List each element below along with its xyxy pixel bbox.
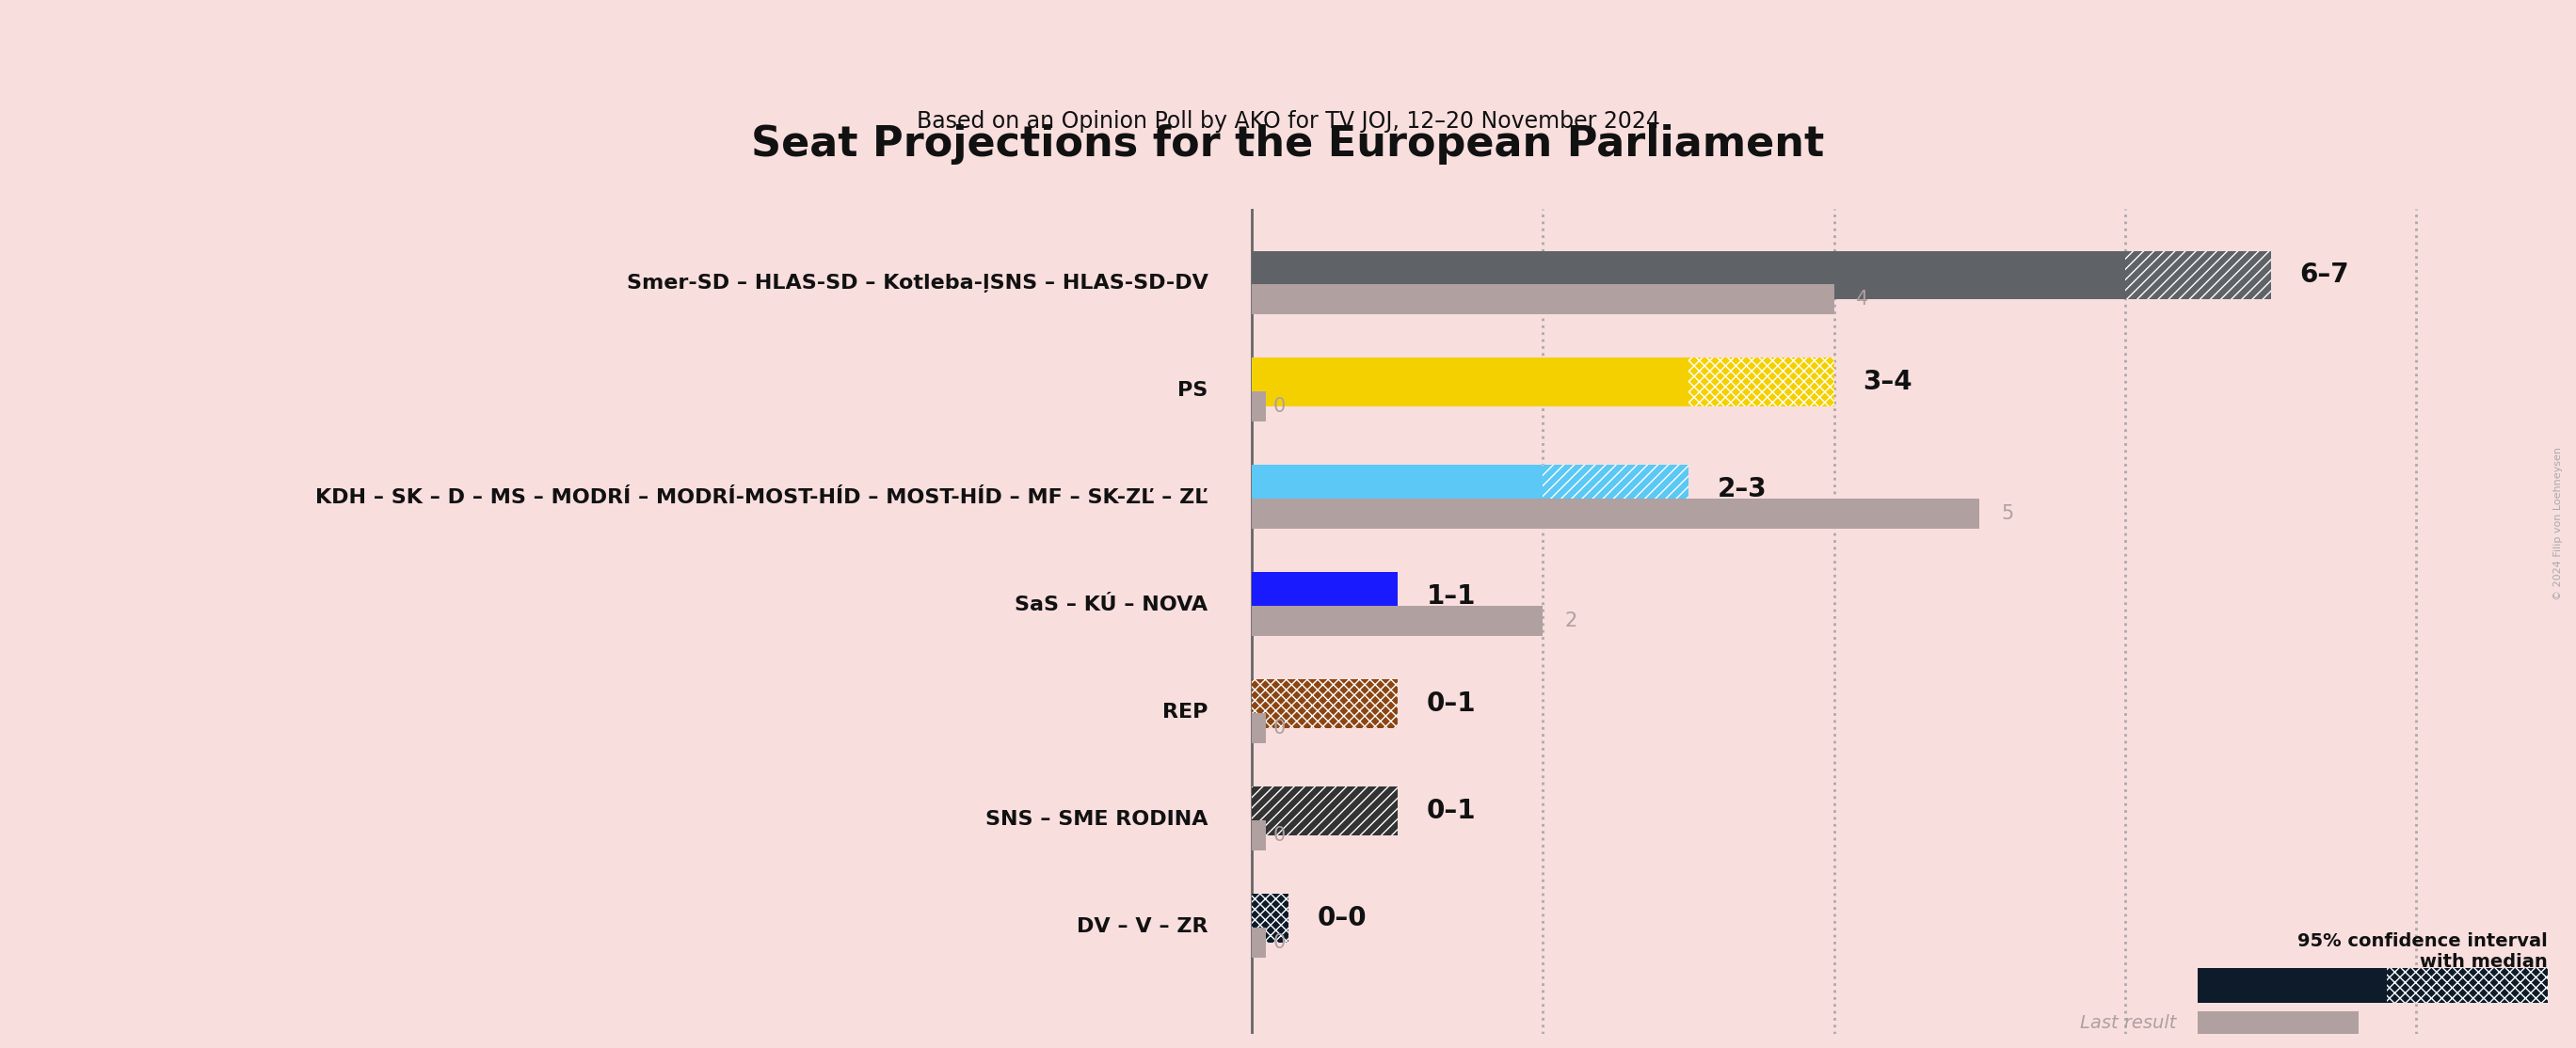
Text: 0–0: 0–0 [1316,904,1368,932]
Text: 2: 2 [1564,612,1577,631]
Bar [1687,358,1834,407]
Text: 0–1: 0–1 [1427,691,1476,717]
Text: 5: 5 [2002,504,2014,523]
Text: 6–7: 6–7 [2300,262,2349,288]
Text: KDH – SK – D – MS – MODRÍ – MODRÍ-MOST-HÍD – MOST-HÍD – MF – SK-ZĽ – ZĽ: KDH – SK – D – MS – MODRÍ – MODRÍ-MOST-H… [314,488,1208,507]
Bar [2197,968,2388,1003]
Text: PS: PS [1177,381,1208,400]
Text: 2–3: 2–3 [1718,476,1767,502]
Bar [2388,968,2548,1003]
Text: 0: 0 [1273,397,1285,416]
Text: DV – V – ZR: DV – V – ZR [1077,917,1208,936]
Bar [1252,465,1543,514]
Text: REP: REP [1162,703,1208,722]
Bar [1252,358,1687,407]
Text: SNS – SME RODINA: SNS – SME RODINA [987,810,1208,829]
Bar [1252,821,1267,851]
Text: © 2024 Filip von Loehneysen: © 2024 Filip von Loehneysen [2553,447,2563,601]
Text: 0: 0 [1273,719,1285,738]
Text: 0: 0 [1273,934,1285,953]
Text: 3–4: 3–4 [1862,369,1911,395]
Bar [1252,250,2125,299]
Bar [1252,679,1396,727]
Bar [1252,572,1396,620]
Text: Last result: Last result [2079,1014,2177,1032]
Bar [2197,1011,2360,1035]
Text: 95% confidence interval
with median: 95% confidence interval with median [2298,932,2548,970]
Text: 4: 4 [1855,290,1868,309]
Bar [1252,606,1543,636]
Text: Based on an Opinion Poll by AKO for TV JOJ, 12–20 November 2024: Based on an Opinion Poll by AKO for TV J… [917,110,1659,133]
Text: Smer-SD – HLAS-SD – Kotleba-ļSNS – HLAS-SD-DV: Smer-SD – HLAS-SD – Kotleba-ļSNS – HLAS-… [626,274,1208,292]
Text: 1–1: 1–1 [1427,584,1476,610]
Bar [1252,927,1267,958]
Text: 0–1: 0–1 [1427,798,1476,824]
Text: SaS – KÚ – NOVA: SaS – KÚ – NOVA [1015,595,1208,614]
Bar [2125,250,2269,299]
Text: 0: 0 [1273,826,1285,845]
Title: Seat Projections for the European Parliament: Seat Projections for the European Parlia… [752,124,1824,165]
Bar [1252,284,1834,314]
Bar [1252,894,1288,942]
Bar [1252,714,1267,743]
Bar [1252,392,1267,421]
Bar [1252,787,1396,835]
Bar [1252,499,1978,529]
Bar [1543,465,1687,514]
